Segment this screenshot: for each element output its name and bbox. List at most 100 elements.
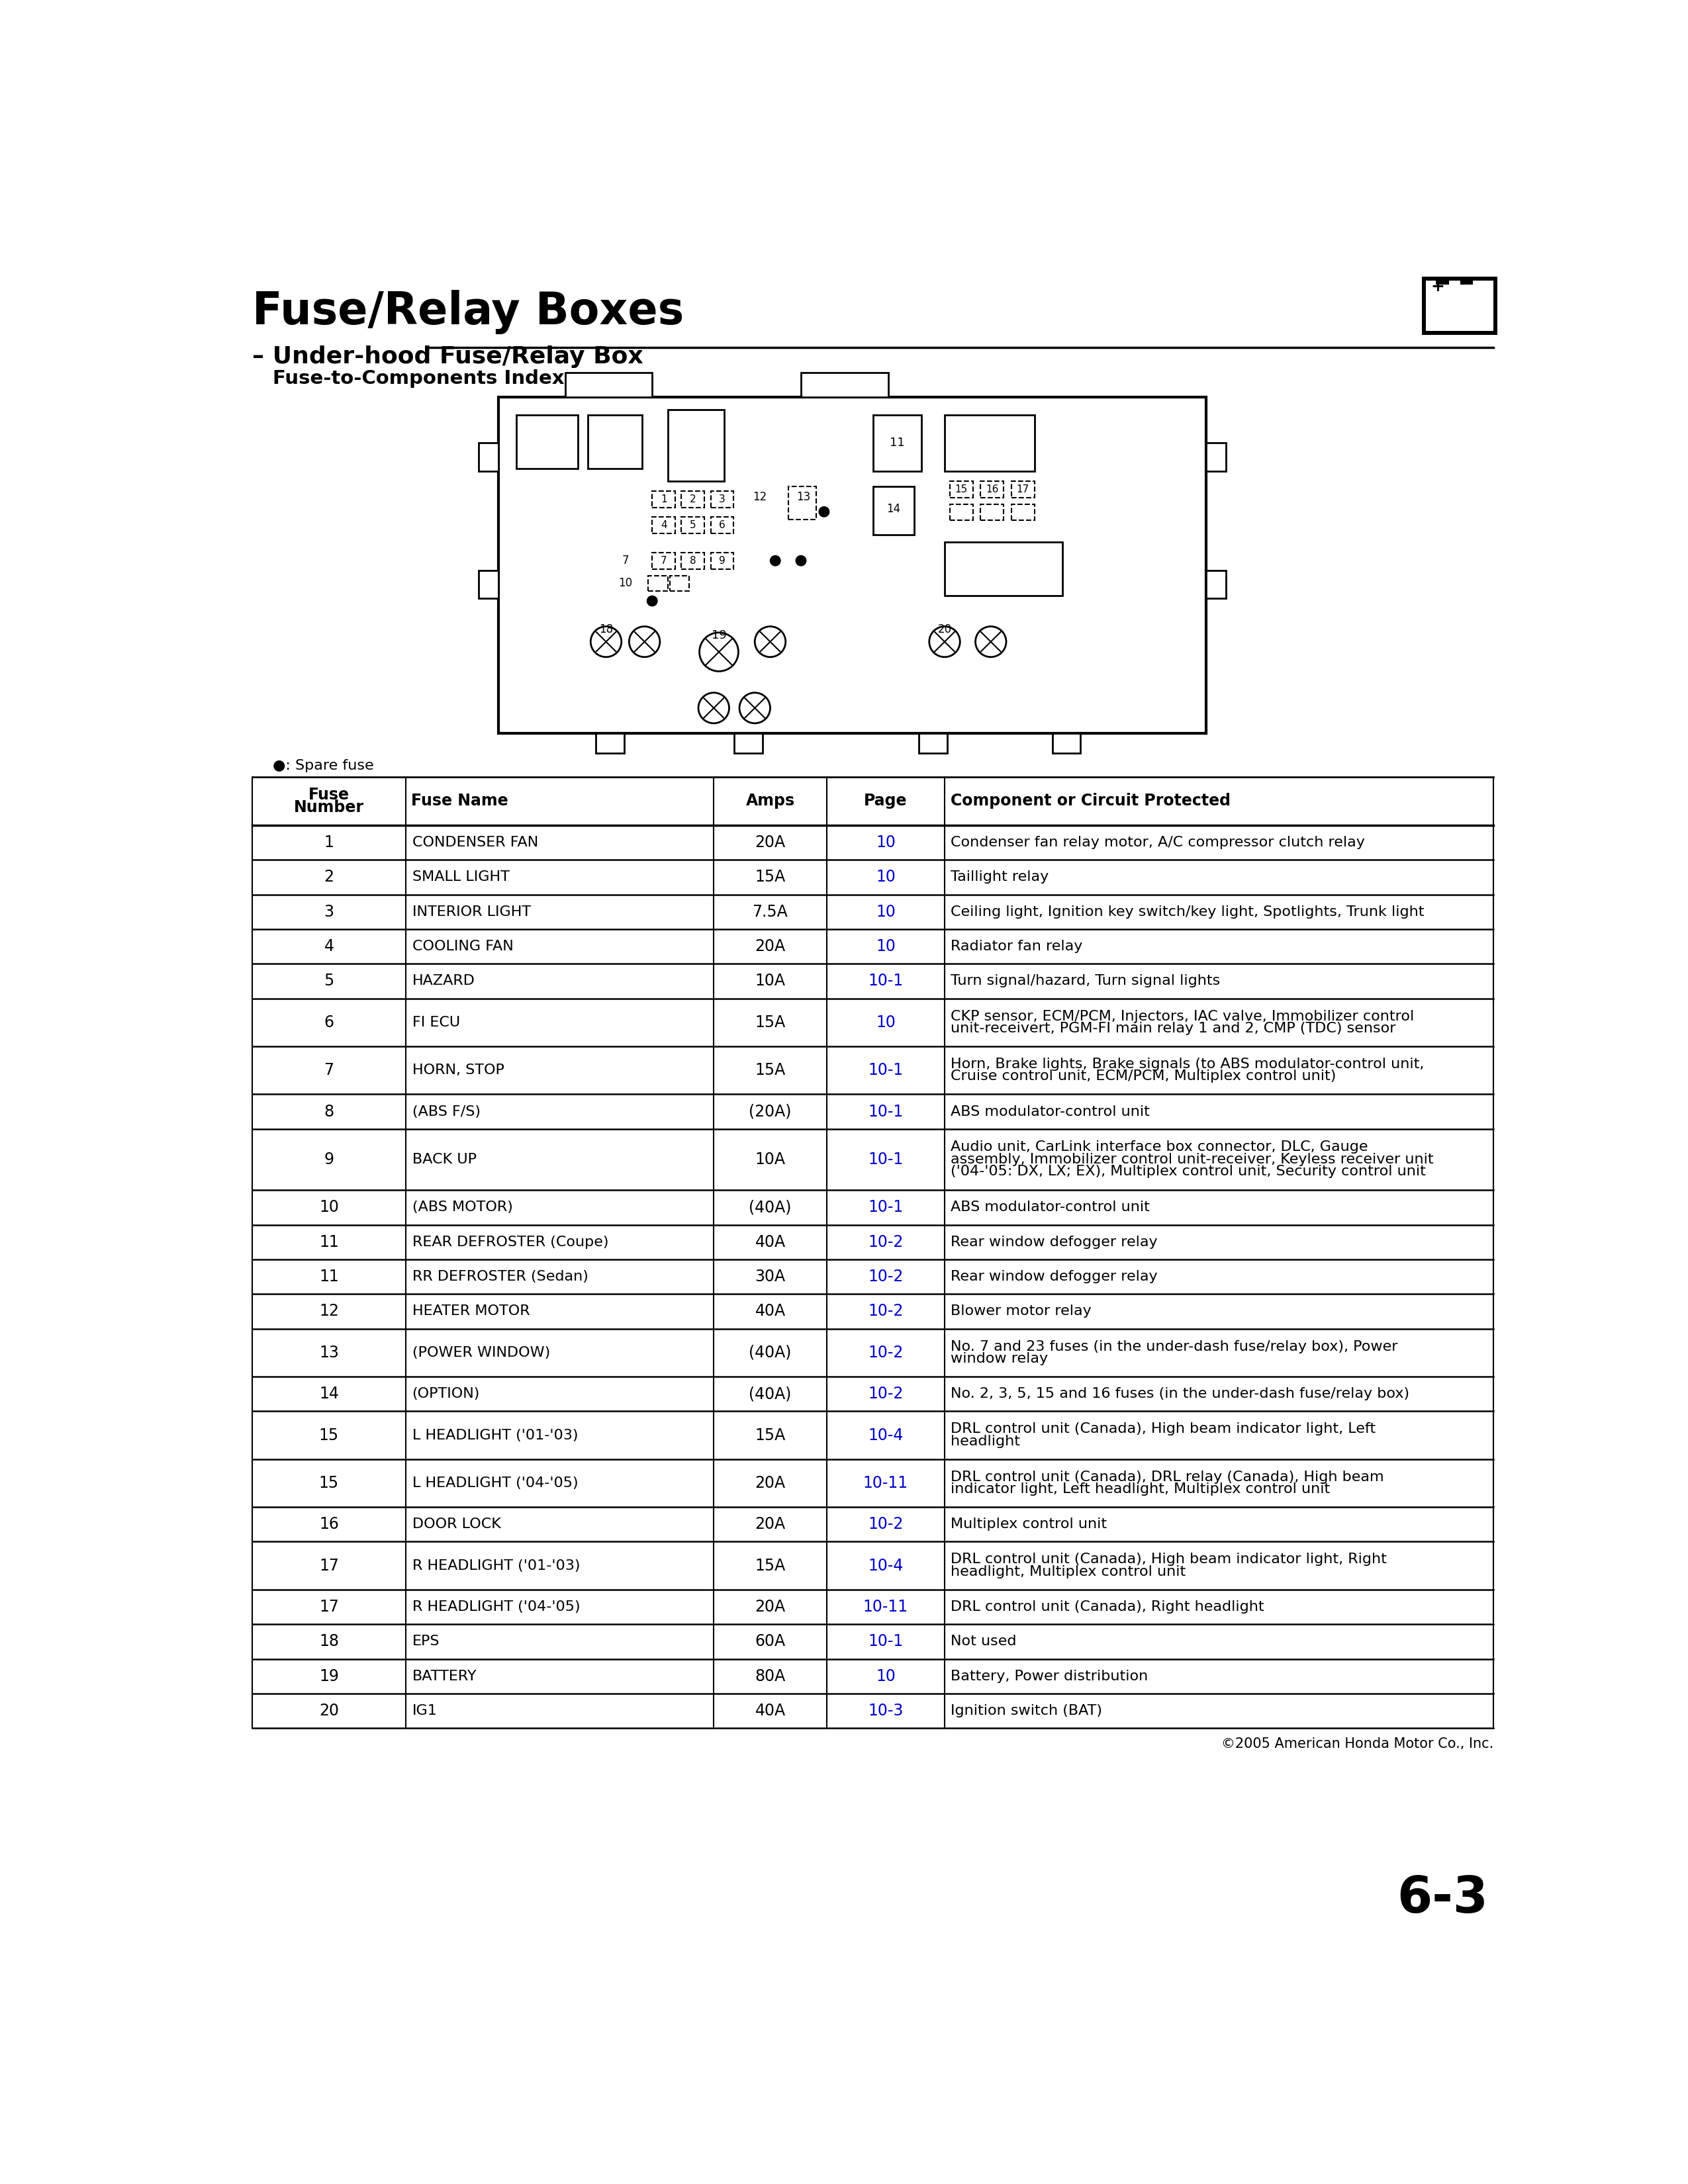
Text: Multiplex control unit: Multiplex control unit [950, 1518, 1107, 1531]
Text: 10-2: 10-2 [868, 1516, 903, 1533]
Text: 10: 10 [876, 869, 896, 885]
Bar [1421, 277, 1497, 334]
Bar [498, 397, 1207, 734]
Bar [667, 411, 724, 480]
Text: BATTERY: BATTERY [412, 1669, 476, 1684]
Bar [1460, 277, 1474, 284]
Text: 12: 12 [753, 491, 766, 502]
Bar [1207, 443, 1225, 472]
Text: 6: 6 [324, 1013, 334, 1031]
Text: 10-11: 10-11 [863, 1474, 908, 1492]
Text: Horn, Brake lights, Brake signals (to ABS modulator-control unit,: Horn, Brake lights, Brake signals (to AB… [950, 1057, 1425, 1070]
Text: Rear window defogger relay: Rear window defogger relay [950, 1236, 1158, 1249]
Text: 20A: 20A [755, 834, 785, 850]
Text: Amps: Amps [746, 793, 795, 808]
Bar [1052, 734, 1080, 753]
Text: 4: 4 [324, 939, 334, 954]
Bar [611, 378, 638, 397]
Text: 15A: 15A [755, 869, 785, 885]
Text: 10-2: 10-2 [868, 1387, 903, 1402]
Text: 20A: 20A [755, 939, 785, 954]
Bar [802, 373, 888, 397]
Text: 8: 8 [324, 1103, 334, 1120]
Text: Fuse/Relay Boxes: Fuse/Relay Boxes [252, 290, 684, 334]
Bar [581, 378, 608, 397]
Bar [711, 553, 734, 568]
Text: (40A): (40A) [749, 1199, 792, 1214]
Bar [682, 553, 704, 568]
Bar [918, 734, 947, 753]
Text: 17: 17 [1016, 485, 1030, 494]
Text: (40A): (40A) [749, 1345, 792, 1361]
Text: 15A: 15A [755, 1557, 785, 1575]
Text: 7.5A: 7.5A [753, 904, 788, 919]
Bar [1011, 480, 1035, 498]
Text: No. 7 and 23 fuses (in the under-dash fuse/relay box), Power: No. 7 and 23 fuses (in the under-dash fu… [950, 1341, 1398, 1354]
Text: 6-3: 6-3 [1398, 1874, 1489, 1924]
Bar [711, 518, 734, 533]
Text: Fuse: Fuse [309, 786, 349, 804]
Text: 30A: 30A [755, 1269, 785, 1284]
Text: (ABS MOTOR): (ABS MOTOR) [412, 1201, 513, 1214]
Text: 10-2: 10-2 [868, 1234, 903, 1249]
Text: 3: 3 [719, 494, 726, 505]
Text: 40A: 40A [755, 1234, 785, 1249]
Text: 14: 14 [319, 1387, 339, 1402]
Text: 3: 3 [324, 904, 334, 919]
Text: Condenser fan relay motor, A/C compressor clutch relay: Condenser fan relay motor, A/C compresso… [950, 836, 1366, 850]
Bar [670, 577, 689, 592]
Text: unit-receivert, PGM-FI main relay 1 and 2, CMP (TDC) sensor: unit-receivert, PGM-FI main relay 1 and … [950, 1022, 1396, 1035]
Bar [652, 553, 675, 568]
Circle shape [770, 555, 780, 566]
Text: 10: 10 [876, 939, 896, 954]
Text: 10: 10 [319, 1199, 339, 1214]
Text: DRL control unit (Canada), Right headlight: DRL control unit (Canada), Right headlig… [950, 1601, 1264, 1614]
Text: ●: Spare fuse: ●: Spare fuse [272, 760, 373, 773]
Text: 11: 11 [319, 1234, 339, 1249]
Text: 18: 18 [599, 622, 613, 636]
Text: 40A: 40A [755, 1304, 785, 1319]
Text: REAR DEFROSTER (Coupe): REAR DEFROSTER (Coupe) [412, 1236, 608, 1249]
Text: R HEADLIGHT ('04-'05): R HEADLIGHT ('04-'05) [412, 1601, 581, 1614]
Circle shape [819, 507, 829, 518]
Text: 7: 7 [623, 555, 630, 566]
Text: 11: 11 [319, 1269, 339, 1284]
Text: ABS modulator-control unit: ABS modulator-control unit [950, 1105, 1150, 1118]
Text: window relay: window relay [950, 1352, 1048, 1365]
Text: 60A: 60A [755, 1634, 785, 1649]
Text: 10-1: 10-1 [868, 1151, 903, 1168]
Text: DOOR LOCK: DOOR LOCK [412, 1518, 501, 1531]
Text: 10A: 10A [755, 974, 785, 989]
Text: Component or Circuit Protected: Component or Circuit Protected [950, 793, 1231, 808]
Circle shape [976, 627, 1006, 657]
Text: (POWER WINDOW): (POWER WINDOW) [412, 1345, 550, 1358]
Text: 10A: 10A [755, 1151, 785, 1168]
Text: 6: 6 [719, 520, 726, 531]
Text: 20A: 20A [755, 1474, 785, 1492]
Text: Ceiling light, Ignition key switch/key light, Spotlights, Trunk light: Ceiling light, Ignition key switch/key l… [950, 904, 1425, 919]
Text: CKP sensor, ECM/PCM, Injectors, IAC valve, Immobilizer control: CKP sensor, ECM/PCM, Injectors, IAC valv… [950, 1009, 1415, 1022]
Text: ©2005 American Honda Motor Co., Inc.: ©2005 American Honda Motor Co., Inc. [1222, 1738, 1494, 1752]
Text: 16: 16 [986, 485, 999, 494]
Text: 11: 11 [890, 437, 905, 450]
Text: Cruise control unit, ECM/PCM, Multiplex control unit): Cruise control unit, ECM/PCM, Multiplex … [950, 1070, 1337, 1083]
Text: ('04-'05: DX, LX; EX), Multiplex control unit, Security control unit: ('04-'05: DX, LX; EX), Multiplex control… [950, 1164, 1426, 1179]
Circle shape [795, 555, 807, 566]
Text: Ignition switch (BAT): Ignition switch (BAT) [950, 1704, 1102, 1717]
Text: R HEADLIGHT ('01-'03): R HEADLIGHT ('01-'03) [412, 1559, 581, 1572]
Text: 17: 17 [319, 1599, 339, 1614]
Text: INTERIOR LIGHT: INTERIOR LIGHT [412, 904, 530, 919]
Text: (ABS F/S): (ABS F/S) [412, 1105, 481, 1118]
Text: Battery, Power distribution: Battery, Power distribution [950, 1669, 1148, 1684]
Text: 15A: 15A [755, 1013, 785, 1031]
Text: L HEADLIGHT ('04-'05): L HEADLIGHT ('04-'05) [412, 1476, 577, 1489]
Bar [847, 378, 874, 397]
Circle shape [591, 627, 621, 657]
Bar [565, 373, 652, 397]
Text: 40A: 40A [755, 1704, 785, 1719]
Bar [652, 491, 675, 507]
Text: BACK UP: BACK UP [412, 1153, 476, 1166]
Text: 10-4: 10-4 [868, 1426, 903, 1444]
Bar [682, 491, 704, 507]
Text: 15: 15 [319, 1474, 339, 1492]
